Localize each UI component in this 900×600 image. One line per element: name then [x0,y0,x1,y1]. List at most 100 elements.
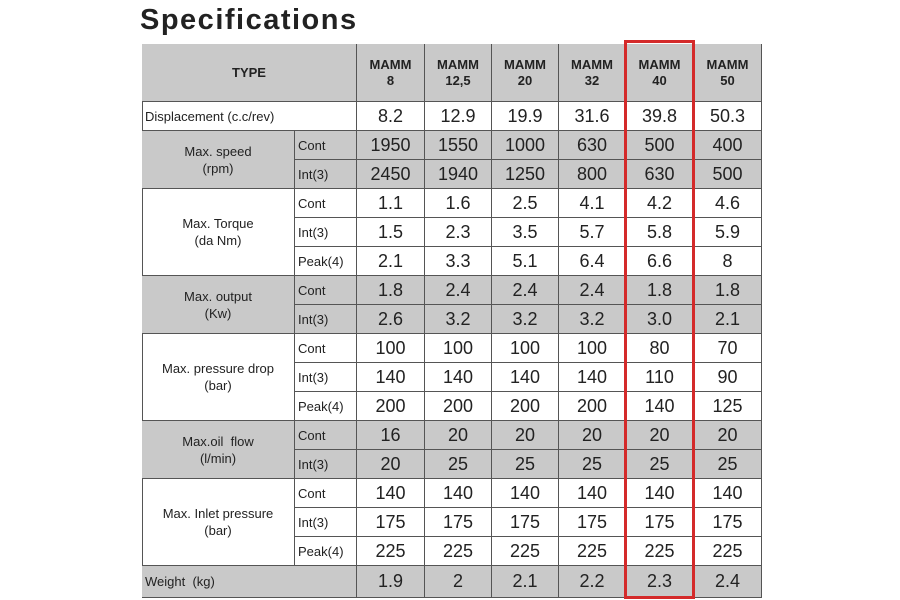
cell-text: 8.2 [377,105,404,126]
cell-text: 1.6 [445,192,471,213]
mode-label: Cont [295,479,357,508]
value-cell: 2.1 [492,566,559,598]
cell-text: 1950 [370,134,411,155]
cell-text: (rpm) [202,160,234,176]
cell-text: 80 [649,337,670,358]
value-cell: 25 [425,450,492,479]
value-cell: 175 [694,508,762,537]
cell-text: 31.6 [574,105,610,126]
cell-text: 1.1 [377,192,404,213]
cell-text: 25 [717,453,738,474]
cell-text: 500 [644,134,675,155]
cell-text: Max. speed [184,143,252,159]
cell-text: Int(3) [298,369,329,385]
cell-text: 50.3 [709,105,746,126]
value-cell: 2.3 [425,218,492,247]
value-cell: 3.0 [626,305,694,334]
cell-text: 225 [576,540,608,561]
cell-text: 1.8 [646,279,673,300]
cell-text: 100 [509,337,541,358]
cell-text: 2 [452,571,463,591]
mode-label: Cont [295,189,357,218]
cell-text: (Kw) [204,305,232,321]
cell-text: 16 [380,424,401,445]
cell-text: 2.4 [579,279,605,300]
mode-label: Cont [295,276,357,305]
cell-text: Peak(4) [298,543,344,559]
value-cell: 25 [694,450,762,479]
mode-label: Peak(4) [295,537,357,566]
value-cell: 140 [492,363,559,392]
cell-text: Max. Torque [182,216,254,231]
type-header: TYPE [142,44,357,102]
cell-text: 1.5 [377,221,404,242]
cell-text: 2.5 [512,192,538,213]
mode-label: Cont [295,334,357,363]
cell-text: Cont [298,137,326,153]
value-cell: 200 [559,392,626,421]
value-cell: 1.8 [694,276,762,305]
value-cell: 125 [694,392,762,421]
value-cell: 100 [357,334,425,363]
cell-text: 200 [375,395,406,416]
model-header: MAMM 8 [357,44,425,102]
cell-text: Cont [298,340,326,356]
cell-text: 5.1 [512,250,538,271]
value-cell: 2.4 [694,566,762,598]
value-cell: 100 [492,334,559,363]
model-header: MAMM 12,5 [425,44,492,102]
group-label: Max. pressure drop (bar) [142,334,295,421]
cell-text: 225 [509,540,541,561]
value-cell: 400 [694,131,762,160]
cell-text: 140 [644,482,675,503]
cell-text: 2.1 [714,308,741,329]
cell-text: 175 [509,511,541,532]
cell-text: Peak(4) [298,398,344,414]
cell-text: 175 [442,511,474,532]
cell-text: MAMM [369,56,412,72]
cell-text: 6.6 [646,250,673,271]
value-cell: 20 [626,421,694,450]
cell-text: 100 [375,337,406,358]
cell-text: 2.3 [445,221,471,242]
value-cell: 140 [425,363,492,392]
cell-text: 1.9 [377,571,404,591]
cell-text: 2.6 [377,308,404,329]
value-cell: 25 [559,450,626,479]
cell-text: 175 [712,511,743,532]
mode-label: Cont [295,131,357,160]
value-cell: 1550 [425,131,492,160]
value-cell: 175 [492,508,559,537]
cell-text: Max. pressure drop [162,361,274,376]
value-cell: 1.1 [357,189,425,218]
cell-text: (bar) [204,523,232,538]
cell-text: 50 [720,72,735,88]
cell-text: 140 [644,395,675,416]
mode-label: Int(3) [295,450,357,479]
cell-text: 8 [386,72,395,88]
value-cell: 630 [559,131,626,160]
group-label: Max.oil flow (l/min) [142,421,295,479]
cell-text: 3.5 [512,221,538,242]
cell-text: Cont [298,195,326,211]
cell-text: Max.oil flow [182,433,254,449]
cell-text: 140 [442,482,474,503]
cell-text: 2.4 [714,571,741,591]
cell-text: Cont [298,282,326,298]
mode-label: Peak(4) [295,247,357,276]
cell-text: 5.9 [714,221,741,242]
value-cell: 140 [357,479,425,508]
cell-text: 1550 [437,134,479,155]
cell-text: 500 [712,163,743,184]
cell-text: TYPE [232,64,266,80]
value-cell: 500 [694,160,762,189]
value-cell: 6.4 [559,247,626,276]
cell-text: Int(3) [298,224,329,240]
value-cell: 16 [357,421,425,450]
value-cell: 2 [425,566,492,598]
value-cell: 20 [492,421,559,450]
value-cell: 5.1 [492,247,559,276]
cell-text: 20 [514,424,536,445]
cell-text: 140 [509,482,541,503]
model-header: MAMM 32 [559,44,626,102]
